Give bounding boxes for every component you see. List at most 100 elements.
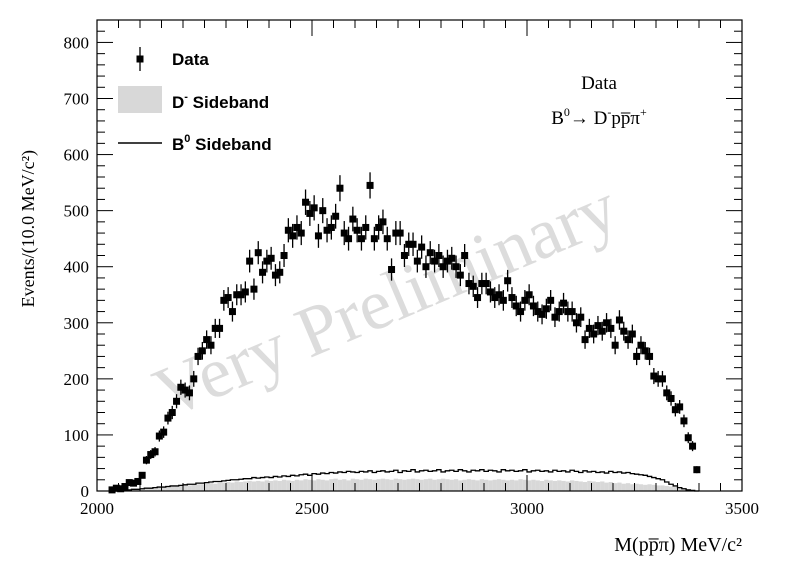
- data-marker: [508, 294, 516, 302]
- data-marker: [306, 209, 314, 217]
- data-marker: [405, 240, 413, 248]
- d-sideband-bin: [385, 479, 390, 491]
- data-marker: [121, 483, 129, 491]
- x-tick-label: 2500: [295, 499, 329, 518]
- data-marker: [499, 296, 507, 304]
- d-sideband-bin: [643, 484, 648, 491]
- d-sideband-bin: [221, 482, 226, 491]
- d-sideband-bin: [333, 478, 338, 491]
- data-point: [568, 301, 576, 322]
- data-point: [534, 301, 542, 322]
- data-point: [689, 441, 697, 452]
- d-sideband-bin: [213, 483, 218, 491]
- d-sideband-bin: [183, 485, 188, 491]
- d-sideband-bin: [376, 479, 381, 491]
- data-point: [357, 226, 365, 251]
- data-marker: [529, 302, 537, 310]
- d-sideband-bin: [226, 482, 231, 491]
- d-sideband-bin: [273, 480, 278, 491]
- d-sideband-bin: [161, 487, 166, 491]
- data-marker: [628, 330, 636, 338]
- data-point: [164, 411, 172, 425]
- data-marker: [357, 235, 365, 243]
- data-point: [443, 249, 451, 273]
- data-marker: [297, 229, 305, 237]
- d-sideband-bin: [191, 484, 196, 491]
- data-point: [448, 246, 456, 270]
- data-point: [224, 287, 232, 308]
- data-marker: [241, 288, 249, 296]
- data-point: [276, 261, 284, 284]
- data-marker: [117, 485, 125, 493]
- d-sideband-bin: [144, 488, 149, 491]
- data-point: [646, 347, 654, 366]
- data-marker: [250, 285, 258, 293]
- d-sideband-bin: [656, 485, 661, 491]
- data-point: [491, 287, 499, 308]
- data-point: [383, 226, 391, 251]
- d-sideband-bin: [441, 478, 446, 491]
- legend-label-data: Data: [172, 50, 209, 69]
- data-marker: [409, 240, 417, 248]
- data-point: [254, 241, 262, 265]
- data-marker: [482, 280, 490, 288]
- data-point: [590, 324, 598, 344]
- data-point: [405, 232, 413, 257]
- d-sideband-bin: [217, 482, 222, 491]
- d-sideband-bin: [582, 482, 588, 491]
- x-tick-label: 3500: [725, 499, 759, 518]
- x-axis-title: M(pp̅π) MeV/c²: [614, 534, 742, 556]
- data-point: [250, 278, 258, 300]
- data-point: [302, 189, 310, 215]
- data-point: [482, 272, 490, 295]
- d-sideband-bin: [625, 483, 631, 491]
- data-point: [147, 450, 155, 460]
- data-marker: [693, 466, 701, 474]
- d-sideband-bin: [170, 486, 175, 491]
- data-point: [671, 402, 679, 417]
- data-marker: [431, 257, 439, 265]
- data-point: [431, 249, 439, 273]
- d-sideband-bin: [290, 480, 295, 491]
- data-point: [650, 368, 658, 385]
- data-marker: [349, 215, 357, 223]
- d-sideband-bin: [591, 481, 596, 491]
- data-marker: [615, 316, 623, 324]
- data-marker: [658, 375, 666, 383]
- legend-label-d-sideband: D- Sideband: [172, 91, 269, 112]
- data-marker: [684, 434, 692, 442]
- data-marker: [267, 254, 275, 262]
- data-marker: [551, 313, 559, 321]
- data-point: [555, 301, 563, 322]
- data-marker: [418, 243, 426, 251]
- data-point: [684, 432, 692, 444]
- data-marker: [564, 308, 572, 316]
- data-marker: [198, 347, 206, 355]
- d-sideband-bin: [677, 487, 682, 491]
- data-point: [517, 301, 525, 322]
- d-sideband-bin: [238, 482, 244, 491]
- data-point: [525, 284, 533, 306]
- data-marker: [177, 383, 185, 391]
- d-sideband-bin: [479, 479, 484, 491]
- data-marker: [314, 232, 322, 240]
- data-marker: [362, 223, 370, 231]
- data-marker: [439, 263, 447, 271]
- data-point: [456, 264, 464, 287]
- data-point: [267, 246, 275, 270]
- d-sideband-bin: [608, 482, 613, 491]
- d-sideband-bin: [561, 480, 566, 491]
- data-marker: [345, 235, 353, 243]
- d-sideband-bin: [251, 481, 257, 491]
- data-marker: [671, 406, 679, 414]
- data-point: [297, 221, 305, 246]
- data-point: [293, 215, 301, 240]
- y-tick-label: 0: [81, 482, 90, 501]
- data-marker: [168, 409, 176, 416]
- data-point: [121, 483, 129, 491]
- data-marker: [568, 308, 576, 316]
- data-point: [504, 269, 512, 292]
- d-sideband-bin: [621, 483, 626, 491]
- data-marker: [228, 308, 236, 316]
- data-marker: [443, 257, 451, 265]
